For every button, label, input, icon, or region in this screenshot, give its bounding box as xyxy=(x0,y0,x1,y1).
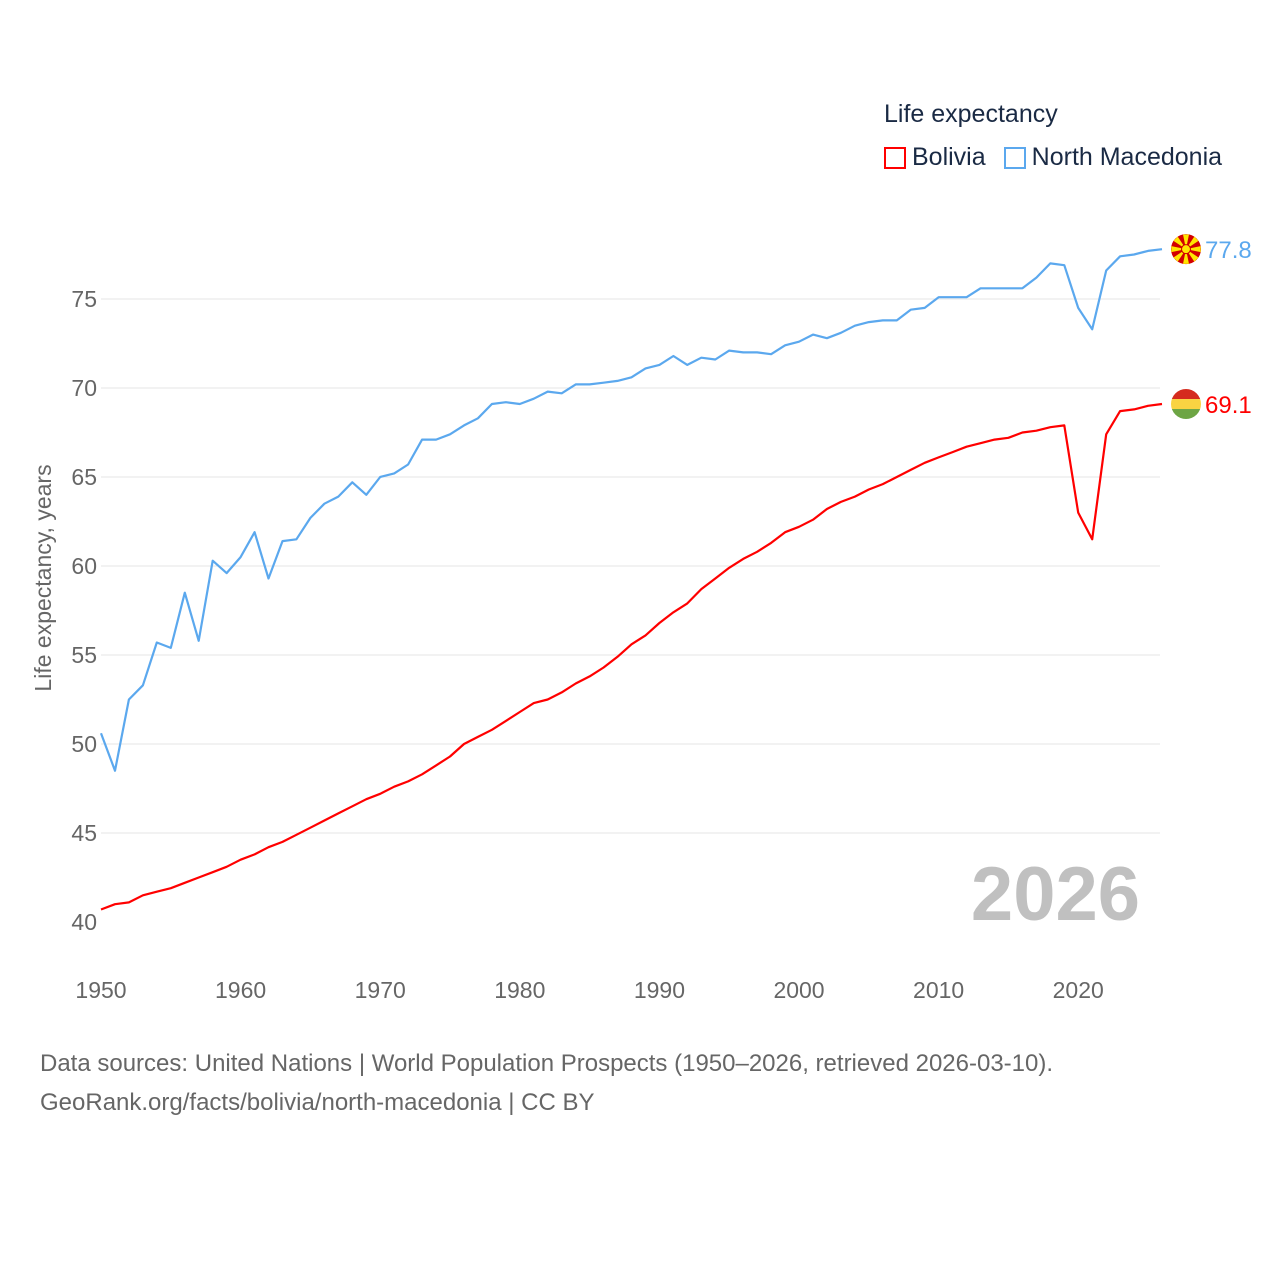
source-link[interactable]: GeoRank.org/facts/bolivia/north-macedoni… xyxy=(40,1089,595,1116)
y-tick-label: 70 xyxy=(71,375,97,401)
legend-swatch-bolivia xyxy=(884,146,906,169)
legend-item-bolivia[interactable]: Bolivia xyxy=(884,143,986,172)
flag-ray xyxy=(1186,246,1201,253)
y-axis-ticks: 40 45 50 55 60 65 70 75 xyxy=(71,286,97,935)
series-end-labels: 77.8 69.1 xyxy=(1171,234,1252,420)
flag-stripe-red xyxy=(1171,389,1201,400)
y-tick-label: 40 xyxy=(71,909,97,935)
y-tick-label: 55 xyxy=(71,642,97,668)
legend-label: North Macedonia xyxy=(1031,143,1223,171)
y-tick-label: 50 xyxy=(71,731,97,757)
end-value-label-bolivia: 69.1 xyxy=(1205,392,1252,419)
x-tick-label: 1990 xyxy=(634,977,685,1003)
y-tick-label: 75 xyxy=(71,286,97,312)
data-source-text: Data sources: United Nations | World Pop… xyxy=(40,1050,1054,1077)
flag-north-macedonia-icon xyxy=(1171,234,1201,265)
x-tick-label: 1950 xyxy=(75,977,126,1003)
flag-stripe-green xyxy=(1171,409,1201,420)
y-tick-label: 60 xyxy=(71,553,97,579)
series-line-bolivia xyxy=(100,402,1163,911)
series-lines xyxy=(99,248,1163,911)
flag-stripe-yellow xyxy=(1171,399,1201,410)
y-axis-label: Life expectancy, years xyxy=(30,464,56,691)
end-value-label-north-macedonia: 77.8 xyxy=(1205,237,1252,264)
gridlines xyxy=(101,298,1160,834)
x-tick-label: 1980 xyxy=(494,977,545,1003)
y-tick-label: 65 xyxy=(71,464,97,490)
flag-ray xyxy=(1183,234,1189,250)
flag-ray xyxy=(1183,249,1189,264)
x-tick-label: 1970 xyxy=(355,977,406,1003)
flag-ray xyxy=(1171,246,1186,253)
legend-label: Bolivia xyxy=(912,143,986,171)
legend: Bolivia North Macedonia xyxy=(884,143,1222,172)
flag-stripes xyxy=(1171,389,1201,420)
legend-swatch-north-macedonia xyxy=(1003,146,1026,169)
flag-sun xyxy=(1181,244,1191,255)
x-tick-label: 2000 xyxy=(773,977,824,1003)
footer: Data sources: United Nations | World Pop… xyxy=(40,1044,1053,1122)
x-tick-label: 2020 xyxy=(1053,977,1104,1003)
current-year-label: 2026 xyxy=(971,852,1140,937)
x-tick-label: 1960 xyxy=(215,977,266,1003)
y-tick-label: 45 xyxy=(71,820,97,846)
legend-item-north-macedonia[interactable]: North Macedonia xyxy=(1003,143,1223,172)
flag-bolivia-icon xyxy=(1171,389,1201,420)
series-line-north-macedonia xyxy=(99,248,1163,772)
x-tick-label: 2010 xyxy=(913,977,964,1003)
x-axis-ticks: 1950 1960 1970 1980 1990 2000 2010 2020 xyxy=(75,977,1103,1003)
legend-title: Life expectancy xyxy=(884,100,1058,128)
